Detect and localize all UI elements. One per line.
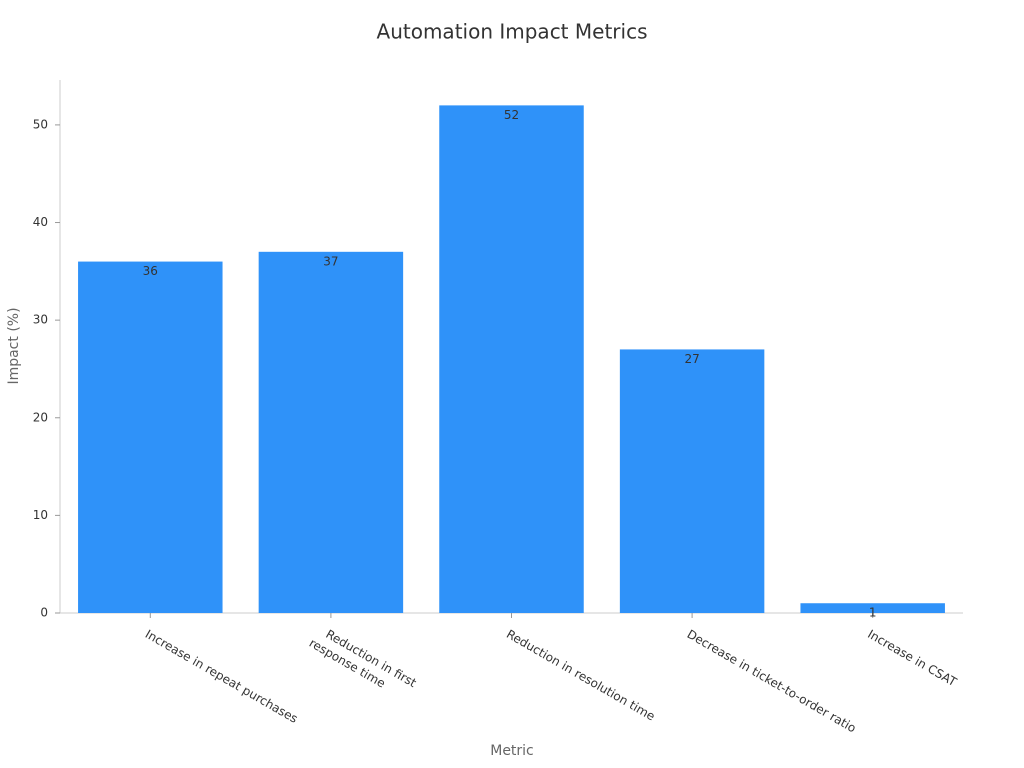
bar	[439, 105, 584, 613]
bar	[619, 349, 765, 613]
x-tick-label: Reduction in firstresponse time	[307, 622, 419, 704]
x-tick-label: Decrease in ticket-to-order ratio	[685, 627, 859, 735]
y-axis-title: Impact (%)	[6, 307, 22, 384]
y-tick-label: 10	[33, 508, 48, 522]
y-tick-label: 0	[40, 606, 48, 620]
x-axis-title: Metric	[490, 743, 534, 759]
x-tick-label: Increase in CSAT	[865, 627, 959, 690]
data-label: 37	[323, 254, 338, 268]
y-tick-label: 40	[33, 215, 48, 229]
chart-title: Automation Impact Metrics	[377, 20, 648, 44]
bar	[258, 251, 404, 614]
data-label: 27	[684, 352, 699, 366]
bar	[800, 603, 945, 613]
y-tick-label: 20	[33, 410, 48, 424]
data-label: 52	[504, 108, 519, 122]
bar	[78, 261, 223, 613]
x-tick-label: Increase in repeat purchases	[143, 627, 300, 726]
x-tick-label: Reduction in resolution time	[504, 627, 657, 724]
y-tick-label: 30	[33, 313, 48, 327]
data-label: 1	[869, 606, 877, 620]
data-label: 36	[143, 264, 158, 278]
y-tick-label: 50	[33, 117, 48, 131]
